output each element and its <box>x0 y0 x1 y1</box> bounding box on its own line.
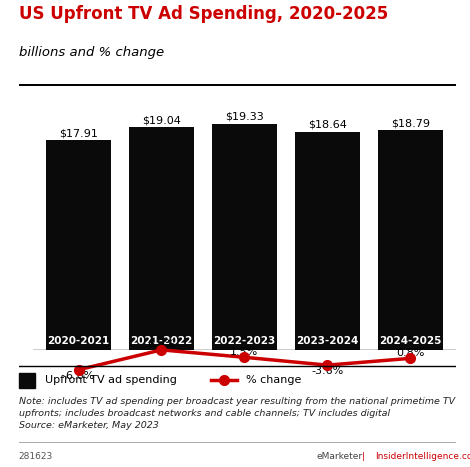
Text: % change: % change <box>246 375 301 385</box>
Bar <box>378 130 443 350</box>
Text: -6.6%: -6.6% <box>63 371 94 381</box>
Text: -3.6%: -3.6% <box>311 366 344 376</box>
Text: 1.5%: 1.5% <box>230 347 258 357</box>
Text: 0.8%: 0.8% <box>396 348 424 358</box>
Text: US Upfront TV Ad Spending, 2020-2025: US Upfront TV Ad Spending, 2020-2025 <box>19 5 388 23</box>
Text: Upfront TV ad spending: Upfront TV ad spending <box>45 375 177 385</box>
Bar <box>19 373 35 388</box>
Text: 281623: 281623 <box>19 452 53 461</box>
Text: $18.79: $18.79 <box>391 118 430 128</box>
Text: 2022-2023: 2022-2023 <box>213 336 275 346</box>
Bar <box>46 140 111 350</box>
Text: Note: includes TV ad spending per broadcast year resulting from the national pri: Note: includes TV ad spending per broadc… <box>19 397 455 430</box>
Text: 2020-2021: 2020-2021 <box>47 336 110 346</box>
Text: $19.04: $19.04 <box>142 115 181 125</box>
Bar <box>212 124 277 350</box>
Text: 2023-2024: 2023-2024 <box>296 336 359 346</box>
Text: $19.33: $19.33 <box>225 112 264 122</box>
Text: 2021-2022: 2021-2022 <box>130 336 193 346</box>
Text: eMarketer: eMarketer <box>316 452 362 461</box>
Text: $18.64: $18.64 <box>308 120 347 130</box>
Bar <box>129 127 194 350</box>
Text: billions and % change: billions and % change <box>19 46 164 59</box>
Text: $17.91: $17.91 <box>59 128 98 138</box>
Text: |: | <box>362 452 365 461</box>
Bar <box>295 132 360 350</box>
Text: 2024-2025: 2024-2025 <box>379 336 441 346</box>
Text: 6.3%: 6.3% <box>147 340 176 349</box>
Text: InsiderIntelligence.com: InsiderIntelligence.com <box>375 452 470 461</box>
